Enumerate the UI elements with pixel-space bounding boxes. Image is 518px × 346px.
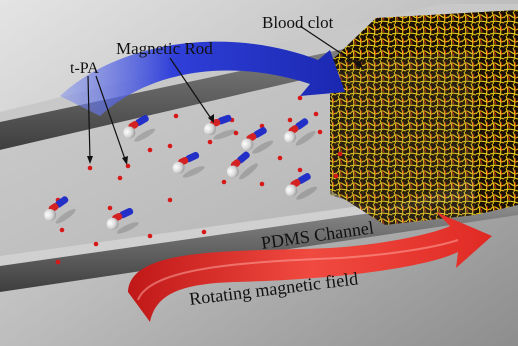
tpa-particle bbox=[259, 181, 265, 187]
tpa-particle bbox=[333, 173, 339, 179]
blood-clot-block bbox=[330, 10, 518, 225]
tpa-particle bbox=[93, 241, 99, 247]
tpa-particle bbox=[277, 155, 283, 161]
red-rotation-arrow bbox=[128, 212, 492, 322]
tpa-particle bbox=[107, 205, 113, 211]
tpa-particle bbox=[287, 117, 293, 123]
tpa-particle bbox=[167, 143, 173, 149]
tpa-particle bbox=[313, 111, 319, 117]
tpa-particle bbox=[147, 147, 153, 153]
magnetic-rods bbox=[44, 114, 318, 234]
tpa-particle bbox=[173, 113, 179, 119]
blue-rotation-arrow bbox=[60, 41, 345, 116]
magnetic-rod bbox=[285, 173, 318, 200]
tpa-particle bbox=[297, 95, 303, 101]
tpa-particle bbox=[207, 139, 213, 145]
leader-lines bbox=[87, 25, 361, 163]
magnetic-rod bbox=[203, 114, 236, 140]
tpa-particle bbox=[337, 151, 343, 157]
tpa-particle bbox=[117, 175, 123, 181]
magnetic-rod bbox=[106, 207, 139, 234]
tpa-particle bbox=[55, 259, 61, 265]
tpa-particle bbox=[297, 167, 303, 173]
tpa-particle bbox=[167, 197, 173, 203]
label-magnetic-rod: Magnetic Rod bbox=[116, 39, 213, 58]
tpa-particle bbox=[221, 179, 227, 185]
tpa-particle bbox=[59, 227, 65, 233]
tpa-particle bbox=[125, 163, 131, 169]
tpa-particle bbox=[201, 229, 207, 235]
tpa-particle bbox=[233, 130, 239, 136]
magnetic-rod bbox=[226, 151, 258, 180]
tpa-particle bbox=[317, 129, 323, 135]
magnetic-rod bbox=[123, 115, 156, 142]
label-tpa: t-PA bbox=[70, 60, 99, 77]
tpa-particles bbox=[55, 95, 343, 265]
leader-arrowheads bbox=[87, 60, 363, 165]
magnetic-rod bbox=[44, 196, 76, 224]
label-blood-clot: Blood clot bbox=[262, 13, 334, 32]
magnetic-rod bbox=[241, 127, 274, 154]
tpa-particle bbox=[87, 165, 93, 171]
magnetic-rod bbox=[172, 151, 205, 178]
magnetic-rod bbox=[284, 118, 316, 146]
tpa-particle bbox=[147, 233, 153, 239]
